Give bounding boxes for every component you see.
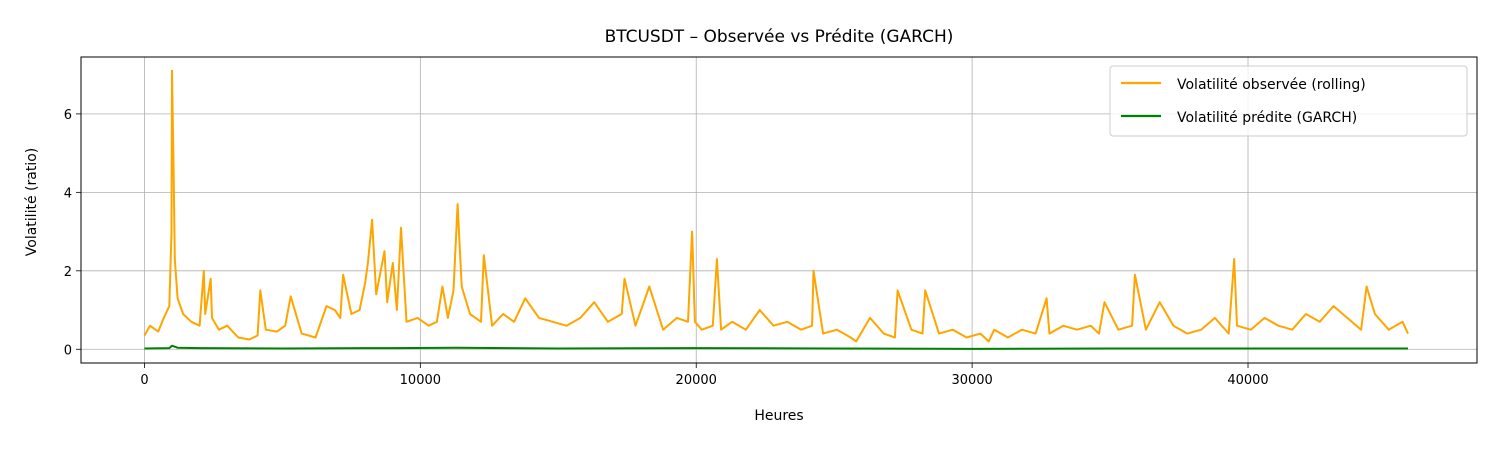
y-tick-label: 6	[64, 108, 72, 123]
axes-frame	[80, 56, 1478, 364]
legend-box	[1109, 65, 1468, 137]
y-tick-label: 2	[64, 265, 72, 280]
x-tick-label: 30000	[951, 373, 992, 388]
y-tick-label: 0	[64, 343, 72, 358]
observed-volatility-line	[143, 69, 1409, 343]
x-tick-label: 10000	[400, 373, 441, 388]
x-axis-title: Heures	[754, 408, 803, 424]
chart-title: BTCUSDT – Observée vs Prédite (GARCH)	[605, 27, 954, 47]
x-tick-label: 40000	[1227, 373, 1268, 388]
x-tick-label: 0	[140, 373, 148, 388]
y-tick-label: 4	[64, 186, 72, 201]
plot-area: 0 10000 20000 30000 40000 0 2 4 6	[64, 56, 1478, 388]
y-axis-title: Volatilité (ratio)	[24, 148, 40, 256]
predicted-volatility-line	[144, 344, 1408, 350]
legend-label-observed: Volatilité observée (rolling)	[1177, 77, 1366, 93]
x-tick-label: 20000	[676, 373, 717, 388]
legend-label-predicted: Volatilité prédite (GARCH)	[1177, 110, 1357, 126]
legend: Volatilité observée (rolling) Volatilité…	[1109, 65, 1468, 137]
